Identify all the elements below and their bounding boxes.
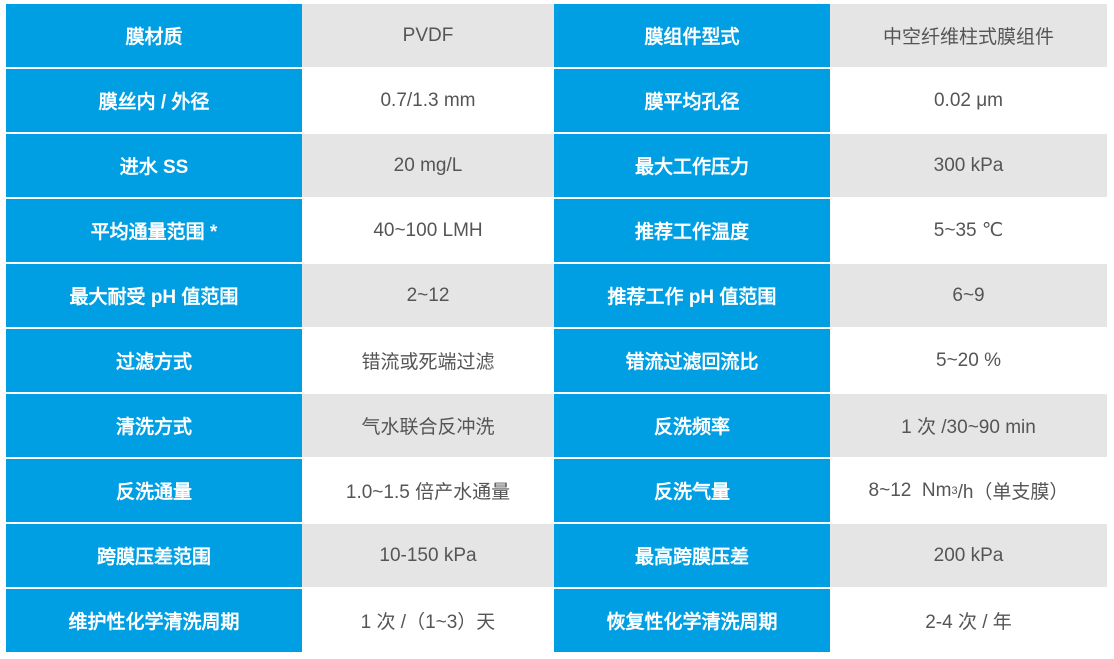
- spec-label: 最大工作压力: [554, 134, 830, 197]
- spec-value-part: 8~12 Nm: [868, 479, 952, 501]
- spec-label: 错流过滤回流比: [554, 329, 830, 392]
- spec-value: 错流或死端过滤: [302, 329, 554, 392]
- spec-value: 8~12 Nm 3/h（单支膜）: [830, 459, 1107, 522]
- spec-value: PVDF: [302, 4, 554, 67]
- spec-value: 40~100 LMH: [302, 199, 554, 262]
- spec-value: 气水联合反冲洗: [302, 394, 554, 457]
- spec-value: 1 次 /30~90 min: [830, 394, 1107, 457]
- spec-value: 中空纤维柱式膜组件: [830, 4, 1107, 67]
- spec-value: 10-150 kPa: [302, 524, 554, 587]
- spec-label: 反洗频率: [554, 394, 830, 457]
- spec-label: 推荐工作 pH 值范围: [554, 264, 830, 327]
- spec-label: 跨膜压差范围: [6, 524, 302, 587]
- spec-value: 5~20 %: [830, 329, 1107, 392]
- spec-label: 膜丝内 / 外径: [6, 69, 302, 132]
- spec-label: 清洗方式: [6, 394, 302, 457]
- spec-label: 推荐工作温度: [554, 199, 830, 262]
- spec-label: 进水 SS: [6, 134, 302, 197]
- spec-label: 最高跨膜压差: [554, 524, 830, 587]
- spec-value: 2~12: [302, 264, 554, 327]
- spec-value: 1.0~1.5 倍产水通量: [302, 459, 554, 522]
- spec-label: 膜材质: [6, 4, 302, 67]
- spec-label: 恢复性化学清洗周期: [554, 589, 830, 652]
- spec-value-part: 3: [951, 484, 958, 497]
- spec-label: 维护性化学清洗周期: [6, 589, 302, 652]
- spec-value: 2-4 次 / 年: [830, 589, 1107, 652]
- spec-value: 200 kPa: [830, 524, 1107, 587]
- spec-label: 过滤方式: [6, 329, 302, 392]
- spec-value-part: /h（单支膜）: [957, 482, 1069, 503]
- spec-label: 膜平均孔径: [554, 69, 830, 132]
- spec-value: 0.7/1.3 mm: [302, 69, 554, 132]
- spec-value: 20 mg/L: [302, 134, 554, 197]
- spec-value: 5~35 ℃: [830, 199, 1107, 262]
- spec-label: 膜组件型式: [554, 4, 830, 67]
- spec-value: 6~9: [830, 264, 1107, 327]
- spec-label: 反洗通量: [6, 459, 302, 522]
- spec-label: 平均通量范围 *: [6, 199, 302, 262]
- spec-label: 最大耐受 pH 值范围: [6, 264, 302, 327]
- spec-value: 1 次 /（1~3）天: [302, 589, 554, 652]
- spec-value: 0.02 μm: [830, 69, 1107, 132]
- spec-value: 300 kPa: [830, 134, 1107, 197]
- spec-table: 膜材质 PVDF 膜组件型式 中空纤维柱式膜组件膜丝内 / 外径 0.7/1.3 mm 膜…: [6, 4, 1107, 652]
- spec-label: 反洗气量: [554, 459, 830, 522]
